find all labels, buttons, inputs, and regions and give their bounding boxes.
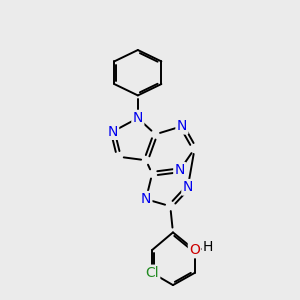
Text: N: N [175,163,185,177]
Text: N: N [183,180,193,194]
Text: Cl: Cl [145,266,159,280]
Text: N: N [133,111,143,125]
Text: O: O [189,243,200,257]
Text: N: N [177,119,187,133]
Text: H: H [203,240,213,254]
Text: N: N [107,124,118,139]
Text: N: N [141,192,151,206]
